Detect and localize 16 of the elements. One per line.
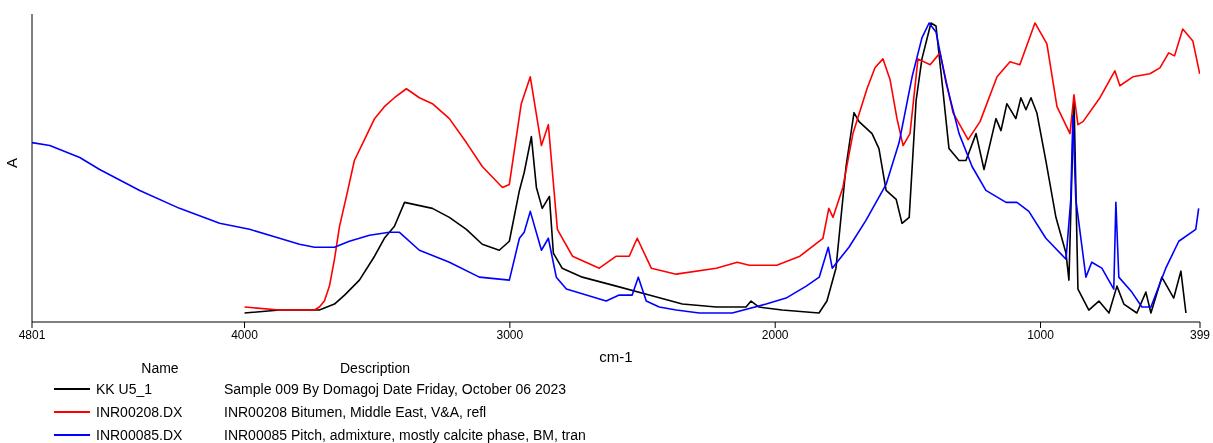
x-tick-label: 3000	[496, 327, 524, 342]
text: Description	[339, 359, 411, 376]
x-tick-label: 4000	[231, 327, 259, 342]
text: Sample 009 By Domagoj Date Friday, October 06 2023	[224, 380, 567, 397]
x-tick-label: 399	[1189, 327, 1211, 342]
legend-label: KK U5_1	[96, 380, 154, 397]
x-axis-title: cm-1	[599, 348, 633, 365]
y-axis-title: A	[3, 157, 21, 168]
legend-label: INR00208.DX	[96, 403, 184, 420]
text: INR00208 Bitumen, Middle East, V&A, refl	[224, 403, 487, 420]
x-tick-label: 1000	[1027, 327, 1055, 342]
legend-label: INR00085.DX	[96, 426, 184, 443]
legend-title: Name	[140, 359, 180, 376]
x-tick-label: 4801	[18, 327, 46, 342]
text: INR00085 Pitch, admixture, mostly calcite phase, BM, tran	[224, 426, 586, 443]
x-tick-label: 2000	[761, 327, 789, 342]
